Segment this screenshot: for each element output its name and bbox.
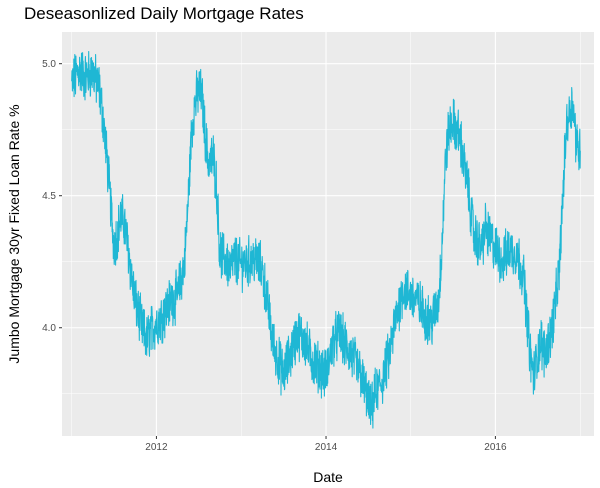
y-tick-label: 4.5 bbox=[42, 191, 56, 202]
x-axis-ticks: 2012 2014 2016 bbox=[145, 436, 507, 453]
y-axis-ticks: 4.0 4.5 5.0 bbox=[42, 59, 62, 334]
x-tick-label: 2016 bbox=[484, 442, 507, 453]
series-line bbox=[71, 50, 581, 429]
y-axis-title: Jumbo Mortgage 30yr Fixed Loan Rate % bbox=[6, 104, 22, 363]
y-tick-label: 5.0 bbox=[42, 59, 56, 70]
chart-title: Deseasonlized Daily Mortgage Rates bbox=[24, 4, 304, 23]
y-tick-label: 4.0 bbox=[42, 323, 56, 334]
x-tick-label: 2012 bbox=[145, 442, 168, 453]
x-axis-title: Date bbox=[313, 469, 343, 485]
x-tick-label: 2014 bbox=[315, 442, 338, 453]
